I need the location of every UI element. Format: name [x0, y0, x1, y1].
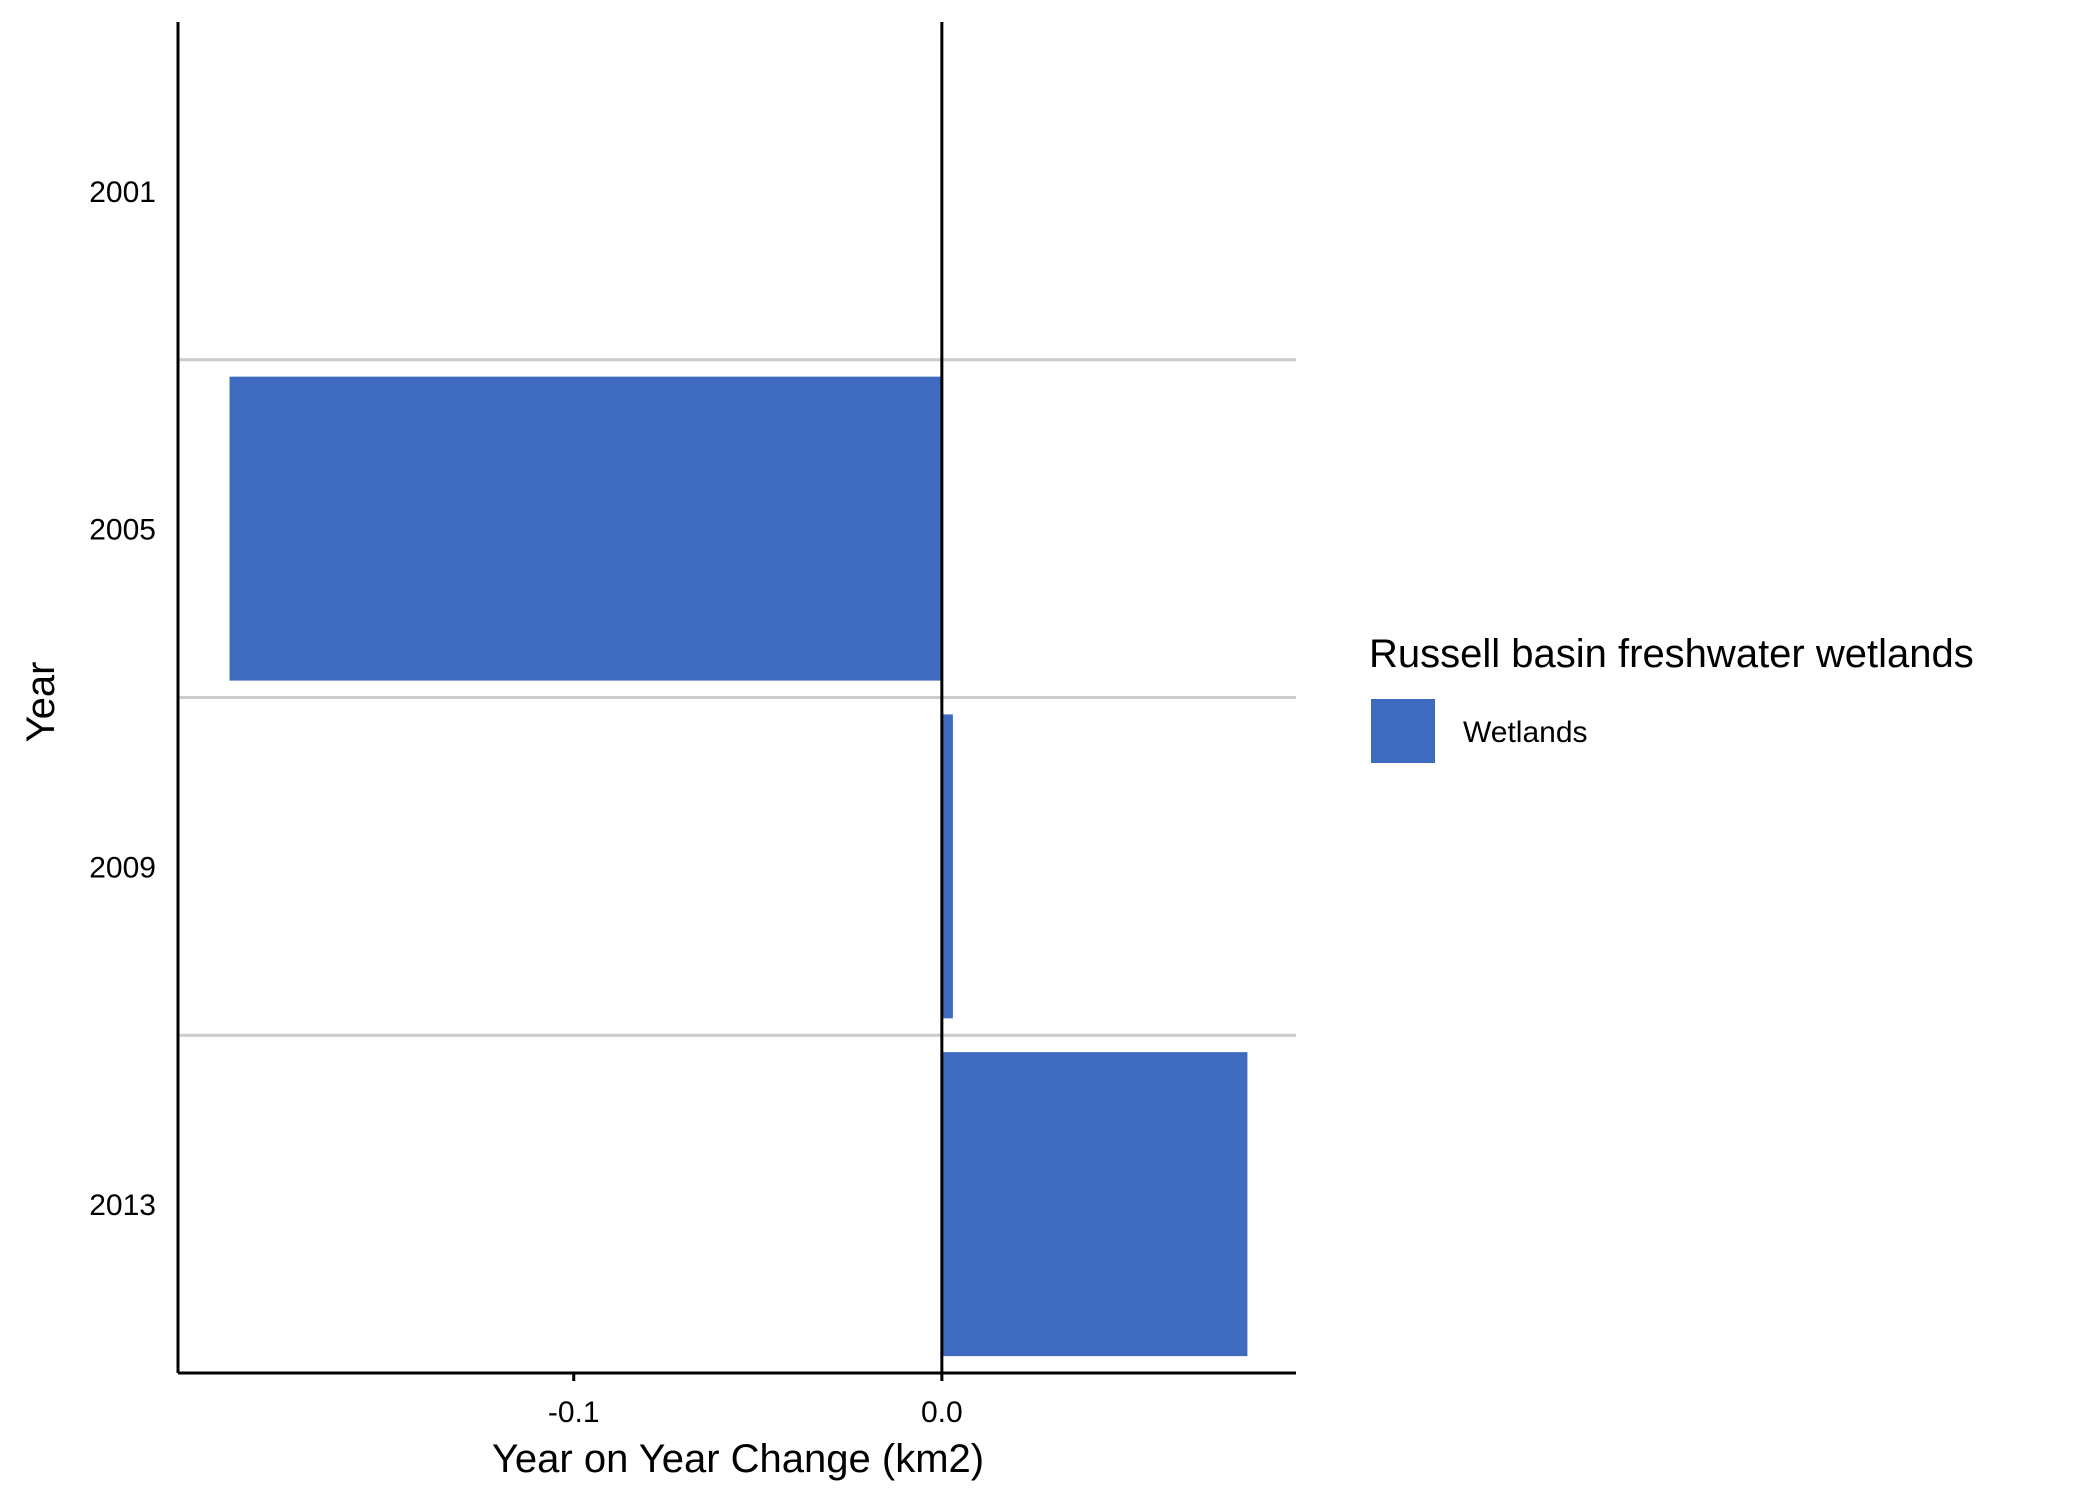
- x-ticks: -0.1 0.0: [548, 1373, 963, 1429]
- y-tick-label: 2009: [89, 851, 156, 884]
- bar-2009: [941, 714, 953, 1019]
- gridlines: [178, 358, 1296, 1037]
- y-axis-title: Year: [19, 662, 63, 743]
- y-tick-label: 2001: [89, 176, 156, 209]
- bars: [229, 376, 1248, 1357]
- x-tick-label: -0.1: [548, 1396, 600, 1429]
- y-tick-label: 2013: [89, 1189, 156, 1222]
- legend-title: Russell basin freshwater wetlands: [1369, 632, 1974, 676]
- x-tick-label: 0.0: [921, 1396, 963, 1429]
- x-axis-title: Year on Year Change (km2): [492, 1437, 984, 1481]
- bar-2005: [229, 376, 942, 681]
- y-ticks: 2001 2005 2009 2013: [89, 176, 156, 1222]
- bar-2013: [941, 1052, 1248, 1357]
- legend-key-wetlands: [1369, 697, 1437, 765]
- y-tick-label: 2005: [89, 514, 156, 547]
- legend-label-wetlands: Wetlands: [1463, 716, 1588, 749]
- legend: Russell basin freshwater wetlands Wetlan…: [1369, 632, 1974, 765]
